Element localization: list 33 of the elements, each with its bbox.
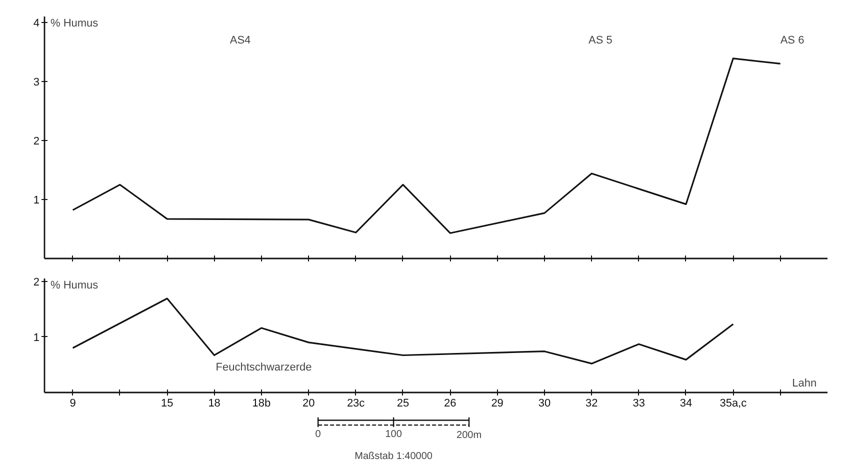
x-tick-label: 18 [208,398,220,410]
line-series [72,58,782,234]
x-tick-label: 26 [444,398,456,410]
x-tick-label: 18b [252,398,271,410]
line-series [72,298,734,364]
y-tick-label: 3 [33,76,40,88]
annotation: Feuchtschwarzerde [216,361,312,374]
x-tick-label: 29 [491,398,504,410]
x-tick-label: 25 [396,398,410,410]
x-tick-label: 30 [538,398,551,410]
y-tick-label: 4 [33,17,40,30]
x-tick-label: 32 [586,398,598,410]
y-axis-title: % Humus [50,18,99,30]
text: 200m [456,430,482,441]
annotation: AS 6 [780,34,804,47]
x-tick-label: 35a,c [720,398,748,410]
text: Maßstab 1:40000 [354,451,433,462]
text: 0 [315,428,322,440]
annotation: AS 5 [588,34,612,47]
x-axis-title: Lahn [792,378,817,390]
x-tick-label: 23c [346,398,366,410]
annotation: AS4 [230,34,251,47]
y-tick-label: 1 [33,194,40,206]
x-tick-label: 34 [680,398,692,410]
text: 100 [385,428,402,440]
y-tick-label: 2 [33,276,40,288]
x-tick-label: 33 [632,398,645,410]
x-tick-label: 20 [302,398,315,410]
x-tick-label: 15 [161,398,174,410]
x-tick-label: 9 [70,398,76,410]
y-tick-label: 1 [33,332,40,344]
y-tick-label: 2 [33,135,40,148]
y-axis-title: % Humus [50,280,99,292]
